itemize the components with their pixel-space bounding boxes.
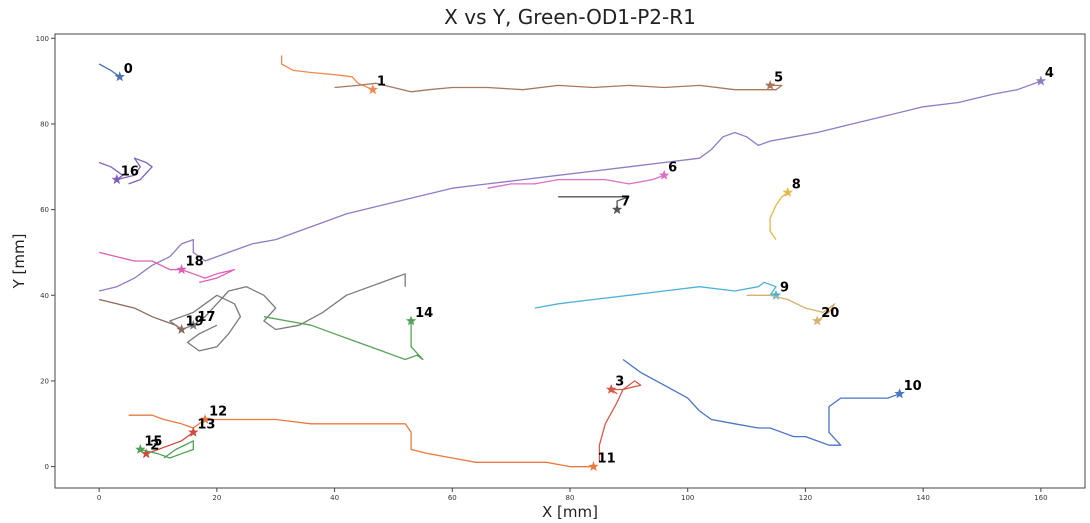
trajectory-5-label: 5 bbox=[774, 70, 783, 85]
trajectory-18-line bbox=[98, 251, 236, 284]
trajectory-14-end-marker bbox=[405, 315, 417, 326]
trajectory-1-label: 1 bbox=[377, 75, 386, 90]
trajectory-20-label: 20 bbox=[821, 306, 839, 321]
trajectory-17-end-marker bbox=[188, 319, 199, 330]
trajectory-0-end-marker bbox=[114, 71, 125, 82]
trajectory-3-end-marker bbox=[606, 384, 617, 394]
x-axis-label: X [mm] bbox=[542, 503, 598, 521]
trajectory-19-line bbox=[98, 298, 182, 331]
trajectory-9-label: 9 bbox=[780, 280, 789, 295]
trajectory-15-line bbox=[140, 440, 194, 459]
trajectory-20-end-marker bbox=[812, 315, 823, 326]
trajectory-6-line bbox=[487, 174, 665, 189]
trajectory-6-label: 6 bbox=[668, 160, 677, 175]
x-tick-label-160: 160 bbox=[1034, 494, 1047, 502]
trajectory-10-label: 10 bbox=[904, 379, 922, 394]
trajectory-1-line bbox=[280, 55, 374, 91]
trajectory-10-line bbox=[622, 358, 900, 446]
x-tick-label-40: 40 bbox=[330, 494, 339, 502]
trajectory-3-label: 3 bbox=[615, 374, 624, 389]
trajectory-16-line bbox=[98, 157, 153, 185]
trajectory-8-end-marker bbox=[782, 187, 793, 197]
trajectory-19-label: 19 bbox=[186, 315, 204, 330]
x-tick-label-120: 120 bbox=[799, 494, 812, 502]
x-tick-label-60: 60 bbox=[448, 494, 457, 502]
trajectory-1-end-marker bbox=[367, 84, 379, 95]
trajectory-0-line bbox=[98, 63, 121, 78]
x-tick-label-80: 80 bbox=[566, 494, 575, 502]
trajectory-13-line bbox=[145, 431, 194, 455]
trajectory-15-end-marker bbox=[135, 444, 146, 454]
trajectory-7-end-marker bbox=[611, 204, 623, 215]
trajectory-12-line bbox=[128, 414, 594, 468]
x-tick-label-140: 140 bbox=[916, 494, 929, 502]
trajectory-11-label: 11 bbox=[598, 452, 616, 467]
trajectory-19-end-marker bbox=[176, 324, 187, 334]
x-tick-label-100: 100 bbox=[681, 494, 694, 502]
x-tick-label-0: 0 bbox=[97, 494, 101, 502]
trajectory-8-label: 8 bbox=[792, 177, 801, 192]
trajectory-13-end-marker bbox=[188, 426, 199, 437]
trajectory-9-line bbox=[534, 281, 777, 309]
trajectory-18-label: 18 bbox=[186, 255, 204, 270]
trajectory-15-label: 15 bbox=[144, 434, 162, 449]
trajectory-11-end-marker bbox=[588, 461, 599, 471]
trajectory-8-line bbox=[769, 191, 789, 240]
trajectory-14-line bbox=[263, 316, 424, 361]
y-tick-label-80: 80 bbox=[40, 120, 49, 128]
trajectory-2-label: 2 bbox=[150, 439, 159, 454]
trajectory-4-label: 4 bbox=[1045, 66, 1054, 81]
trajectory-7-line bbox=[558, 196, 630, 210]
trajectory-3-line bbox=[598, 380, 642, 463]
trajectory-10-end-marker bbox=[894, 388, 905, 399]
trajectory-5-end-marker bbox=[764, 79, 776, 90]
trajectory-12-label: 12 bbox=[209, 404, 227, 419]
trajectory-9-end-marker bbox=[770, 289, 782, 300]
trajectory-4-end-marker bbox=[1035, 75, 1047, 86]
trajectory-4-line bbox=[98, 80, 1042, 292]
trajectory-traces bbox=[98, 55, 1047, 471]
y-tick-label-60: 60 bbox=[40, 206, 49, 214]
x-tick-label-20: 20 bbox=[212, 494, 221, 502]
y-tick-label-20: 20 bbox=[40, 377, 49, 385]
trajectory-0-label: 0 bbox=[124, 62, 133, 77]
trajectory-7-label: 7 bbox=[621, 195, 630, 210]
y-tick-label-40: 40 bbox=[40, 292, 49, 300]
trajectory-20-line bbox=[746, 294, 836, 322]
trajectory-6-end-marker bbox=[658, 169, 670, 180]
trajectory-16-label: 16 bbox=[121, 165, 139, 180]
y-tick-label-100: 100 bbox=[36, 35, 49, 43]
trajectory-16-end-marker bbox=[111, 174, 122, 185]
trajectory-18-end-marker bbox=[176, 264, 187, 274]
y-axis-label: Y [mm] bbox=[10, 234, 28, 290]
trajectory-2-end-marker bbox=[141, 448, 152, 459]
trajectory-17-line bbox=[169, 273, 406, 352]
y-tick-label-0: 0 bbox=[45, 463, 49, 471]
trajectory-12-end-marker bbox=[199, 414, 211, 424]
trajectory-13-label: 13 bbox=[197, 417, 215, 432]
trajectory-14-label: 14 bbox=[415, 306, 433, 321]
chart-title: X vs Y, Green-OD1-P2-R1 bbox=[444, 5, 696, 29]
trajectory-17-label: 17 bbox=[197, 310, 215, 325]
trajectory-5-line bbox=[334, 82, 783, 93]
